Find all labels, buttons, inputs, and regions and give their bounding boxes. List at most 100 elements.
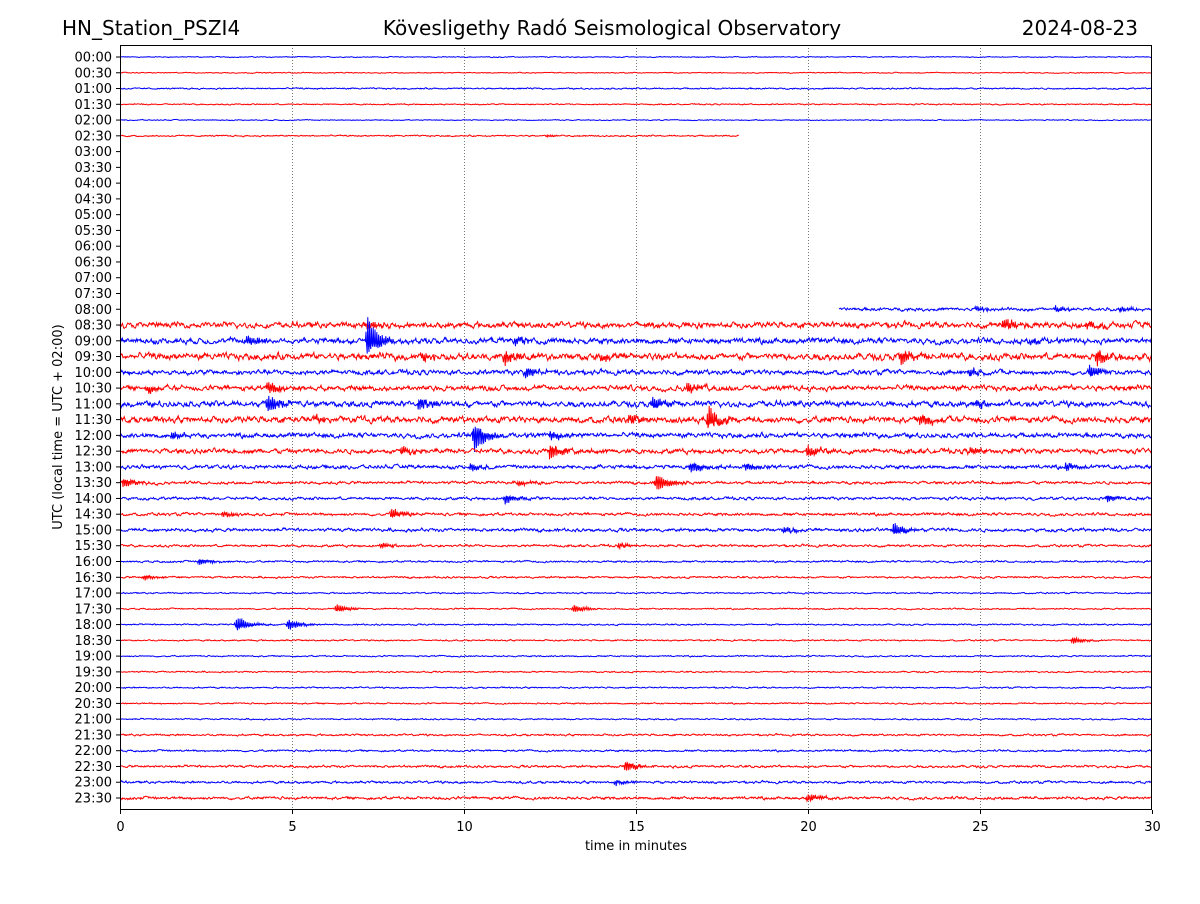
y-tick-label: 14:00 [75, 492, 112, 507]
y-tick-label: 03:30 [75, 161, 112, 176]
x-tick-label: 15 [628, 820, 645, 835]
y-tick-label: 04:30 [75, 192, 112, 207]
trace-1700 [119, 591, 1152, 595]
x-tick-label: 20 [800, 820, 817, 835]
trace-1400 [119, 494, 1152, 505]
y-tick-label: 00:30 [75, 66, 112, 81]
y-tick-label: 10:30 [75, 382, 112, 397]
trace-0930 [119, 350, 1152, 367]
trace-1730 [119, 604, 1152, 613]
trace-2100 [119, 717, 1152, 721]
trace-1200 [119, 426, 1152, 452]
x-tick-label: 0 [116, 820, 124, 835]
y-tick-label: 12:30 [75, 445, 112, 460]
trace-1330 [119, 476, 1152, 490]
x-axis-label: time in minutes [585, 839, 687, 854]
y-tick-label: 23:30 [75, 792, 112, 807]
trace-2300 [119, 779, 1152, 787]
trace-0100 [119, 86, 1152, 91]
y-axis: 00:0000:3001:0001:3002:0002:3003:0003:30… [75, 51, 120, 807]
x-tick-label: 25 [972, 820, 989, 835]
trace-1130 [119, 405, 1152, 429]
chart-date: 2024-08-23 [1022, 16, 1138, 40]
y-tick-label: 05:00 [75, 208, 112, 223]
trace-1300 [119, 462, 1152, 473]
trace-0000 [119, 55, 1152, 59]
trace-1530 [119, 541, 1152, 551]
trace-1100 [119, 395, 1152, 412]
y-tick-label: 19:30 [75, 665, 112, 680]
y-tick-label: 23:00 [75, 776, 112, 791]
trace-1630 [119, 574, 1152, 581]
y-tick-label: 02:00 [75, 114, 112, 129]
y-tick-label: 07:30 [75, 287, 112, 302]
y-tick-label: 01:30 [75, 98, 112, 113]
y-tick-label: 03:00 [75, 145, 112, 160]
y-tick-label: 07:00 [75, 271, 112, 286]
trace-1030 [119, 382, 1152, 395]
y-tick-label: 14:30 [75, 508, 112, 523]
plot-frame [120, 45, 1152, 810]
y-axis-label: UTC (local time = UTC + 02:00) [51, 324, 66, 529]
y-tick-label: 19:00 [75, 650, 112, 665]
trace-2130 [119, 732, 1152, 737]
trace-group [119, 55, 1152, 803]
y-tick-label: 17:30 [75, 602, 112, 617]
y-tick-label: 11:30 [75, 413, 112, 428]
y-tick-label: 20:00 [75, 681, 112, 696]
y-tick-label: 08:30 [75, 319, 112, 334]
y-tick-label: 18:30 [75, 634, 112, 649]
trace-1600 [119, 558, 1152, 566]
y-tick-label: 18:00 [75, 618, 112, 633]
trace-0900 [119, 317, 1152, 354]
trace-2230 [119, 761, 1152, 771]
x-axis: 0 5 10 15 20 25 30 [116, 810, 1161, 835]
y-tick-label: 21:00 [75, 713, 112, 728]
y-tick-label: 06:30 [75, 255, 112, 270]
grid-lines [292, 45, 981, 810]
y-tick-label: 00:00 [75, 51, 112, 66]
trace-0200 [119, 118, 1152, 122]
y-tick-label: 22:30 [75, 760, 112, 775]
y-tick-label: 21:30 [75, 728, 112, 743]
trace-0030 [119, 71, 1152, 74]
y-tick-label: 17:00 [75, 587, 112, 602]
y-tick-label: 15:30 [75, 539, 112, 554]
trace-1230 [119, 444, 1152, 460]
trace-2000 [119, 685, 1152, 690]
trace-1900 [119, 654, 1152, 658]
x-tick-label: 30 [1144, 820, 1161, 835]
y-tick-label: 01:00 [75, 82, 112, 97]
trace-0830 [119, 319, 1152, 331]
y-tick-label: 16:30 [75, 571, 112, 586]
x-tick-label: 5 [288, 820, 296, 835]
y-tick-label: 08:00 [75, 303, 112, 318]
station-label: HN_Station_PSZI4 [62, 16, 240, 40]
y-tick-label: 02:30 [75, 129, 112, 144]
trace-1500 [119, 523, 1152, 535]
y-tick-label: 22:00 [75, 744, 112, 759]
chart-title: Kövesligethy Radó Seismological Observat… [383, 16, 841, 40]
y-tick-label: 12:00 [75, 429, 112, 444]
y-tick-label: 20:30 [75, 697, 112, 712]
y-tick-label: 16:00 [75, 555, 112, 570]
y-tick-label: 13:30 [75, 476, 112, 491]
trace-1000 [119, 364, 1152, 379]
y-tick-label: 09:30 [75, 350, 112, 365]
trace-0230 [119, 133, 739, 139]
trace-2030 [119, 701, 1152, 705]
y-tick-label: 10:00 [75, 366, 112, 381]
trace-1930 [119, 670, 1152, 674]
trace-0800 [838, 305, 1152, 314]
trace-2200 [119, 748, 1152, 753]
y-tick-label: 04:00 [75, 177, 112, 192]
trace-2330 [119, 794, 1152, 803]
y-tick-label: 06:00 [75, 240, 112, 255]
trace-0130 [119, 102, 1152, 106]
y-tick-label: 05:30 [75, 224, 112, 239]
y-tick-label: 15:00 [75, 523, 112, 538]
trace-1830 [119, 636, 1152, 644]
trace-1430 [119, 508, 1152, 519]
x-tick-label: 10 [456, 820, 473, 835]
